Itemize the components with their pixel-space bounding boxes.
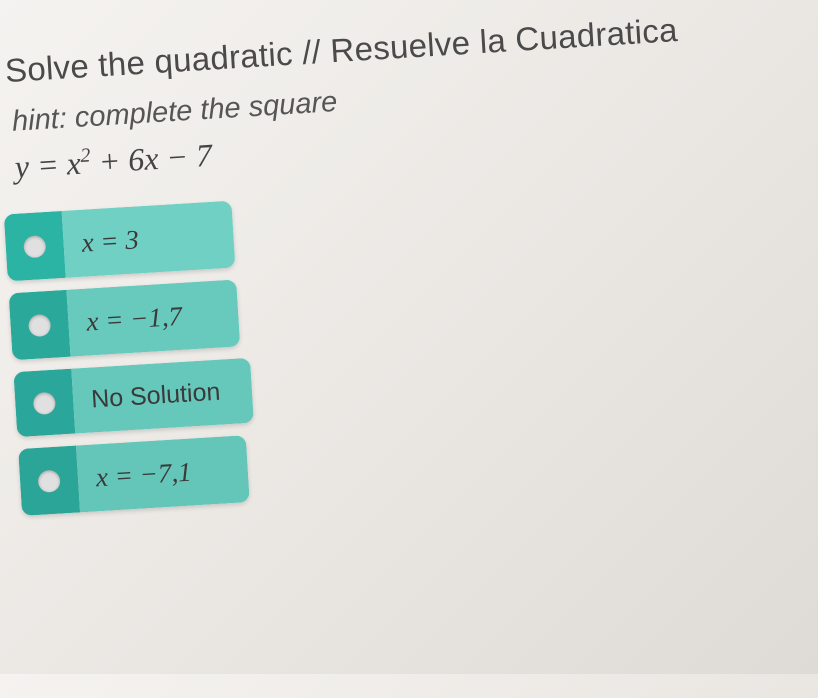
answer-option-opt-c[interactable]: No Solution [13,358,254,437]
answer-label: x = −1,7 [66,279,240,356]
answer-label: x = 3 [62,201,236,278]
radio-circle-icon [23,235,46,258]
answer-option-opt-d[interactable]: x = −7,1 [18,435,250,516]
radio-icon[interactable] [18,446,80,516]
answer-options: x = 3x = −1,7No Solutionx = −7,1 [4,167,805,516]
radio-icon[interactable] [4,211,66,281]
radio-circle-icon [33,391,56,414]
question-block: Solve the quadratic // Resuelve la Cuadr… [4,5,805,515]
radio-circle-icon [28,313,51,336]
answer-option-opt-b[interactable]: x = −1,7 [9,279,241,360]
answer-label: No Solution [71,358,254,434]
radio-icon[interactable] [9,290,71,360]
radio-circle-icon [37,469,60,492]
answer-option-opt-a[interactable]: x = 3 [4,201,236,282]
answer-label: x = −7,1 [76,435,250,512]
radio-icon[interactable] [13,369,75,437]
